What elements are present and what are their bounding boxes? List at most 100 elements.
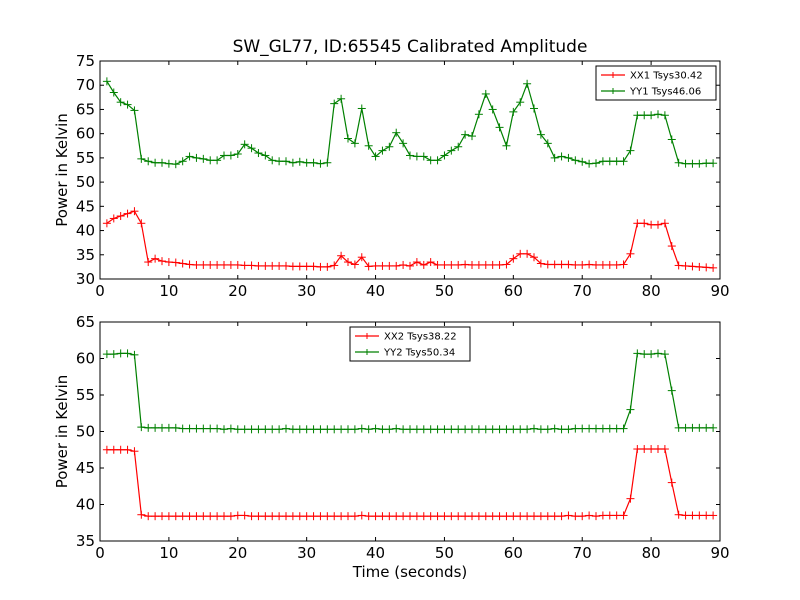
y-tick-label: 65 xyxy=(76,100,95,118)
x-axis-label: Time (seconds) xyxy=(352,563,468,581)
data-point-marker xyxy=(571,424,580,433)
legend-frame xyxy=(595,65,717,101)
data-point-marker xyxy=(102,445,111,454)
data-point-marker xyxy=(199,424,208,433)
data-point-marker xyxy=(130,207,139,216)
data-point-marker xyxy=(399,425,408,434)
y-tick-label: 65 xyxy=(76,313,95,331)
data-point-marker xyxy=(220,425,228,434)
data-point-marker xyxy=(550,512,559,521)
data-point-marker xyxy=(516,512,525,521)
data-point-marker xyxy=(633,111,642,120)
x-tick-label: 60 xyxy=(504,544,523,562)
data-point-marker xyxy=(151,512,160,521)
data-point-marker xyxy=(619,424,628,433)
data-point-marker xyxy=(461,260,470,269)
data-point-marker xyxy=(302,262,311,271)
data-point-marker xyxy=(626,146,635,155)
data-point-marker xyxy=(502,512,511,521)
legend-frame xyxy=(349,326,471,362)
data-point-marker xyxy=(268,156,277,165)
data-point-marker xyxy=(385,512,394,521)
data-point-marker xyxy=(364,425,373,434)
data-point-marker xyxy=(337,512,346,521)
data-point-marker xyxy=(536,130,545,139)
data-point-marker xyxy=(364,262,373,271)
data-point-marker xyxy=(295,262,304,271)
y-tick-label: 40 xyxy=(76,222,95,240)
data-point-marker xyxy=(240,261,249,270)
data-point-marker xyxy=(440,260,449,269)
data-point-marker xyxy=(674,158,683,167)
data-point-marker xyxy=(233,511,242,520)
data-point-marker xyxy=(598,424,607,433)
series-2 xyxy=(102,349,718,434)
data-point-marker xyxy=(399,139,408,148)
data-point-marker xyxy=(495,123,504,132)
data-point-marker xyxy=(481,260,490,269)
legend-item: XX1 Tsys30.42 xyxy=(601,71,703,82)
data-point-marker xyxy=(144,423,153,432)
data-point-marker xyxy=(557,152,566,161)
legend-label: XX1 Tsys30.42 xyxy=(630,71,703,82)
y-tick-label: 45 xyxy=(76,197,95,215)
data-point-marker xyxy=(585,260,594,269)
data-point-marker xyxy=(102,219,111,228)
data-point-marker xyxy=(440,151,449,160)
data-point-marker xyxy=(171,160,180,169)
data-point-marker xyxy=(509,425,518,434)
data-point-marker xyxy=(550,424,559,433)
data-point-marker xyxy=(226,260,235,269)
data-point-marker xyxy=(247,144,256,153)
data-point-marker xyxy=(605,424,614,433)
data-point-marker xyxy=(667,478,676,487)
data-point-marker xyxy=(667,135,676,144)
data-point-marker xyxy=(275,512,284,521)
data-point-marker xyxy=(695,159,704,168)
data-point-marker xyxy=(261,512,270,521)
data-point-marker xyxy=(709,263,718,272)
data-point-marker xyxy=(674,261,683,270)
data-point-marker xyxy=(557,512,566,521)
data-point-marker xyxy=(282,261,290,270)
data-point-marker xyxy=(344,512,352,521)
data-point-marker xyxy=(578,157,587,166)
data-point-marker xyxy=(213,260,222,269)
data-point-marker xyxy=(426,512,435,521)
data-point-marker xyxy=(454,260,463,269)
data-point-marker xyxy=(495,512,504,521)
data-point-marker xyxy=(640,219,649,228)
data-point-marker xyxy=(385,261,394,270)
data-point-marker xyxy=(247,261,256,270)
data-point-marker xyxy=(585,424,594,433)
data-point-marker xyxy=(474,110,483,119)
data-point-marker xyxy=(530,512,538,521)
data-point-marker xyxy=(419,512,428,521)
data-point-marker xyxy=(350,425,359,434)
data-point-marker xyxy=(288,425,297,434)
data-point-marker xyxy=(357,104,366,113)
data-point-marker xyxy=(474,425,483,434)
data-point-marker xyxy=(702,159,711,168)
x-tick-label: 40 xyxy=(366,544,385,562)
data-point-marker xyxy=(357,253,366,262)
data-point-marker xyxy=(516,425,525,434)
data-point-marker xyxy=(633,349,642,358)
data-point-marker xyxy=(144,512,153,521)
data-point-marker xyxy=(592,159,600,168)
data-point-marker xyxy=(598,260,607,269)
data-point-marker xyxy=(116,445,125,454)
data-point-marker xyxy=(268,425,277,434)
data-point-marker xyxy=(158,512,166,521)
data-point-marker xyxy=(330,512,339,521)
data-point-marker xyxy=(392,261,401,270)
data-point-marker xyxy=(378,512,387,521)
data-point-marker xyxy=(261,425,270,434)
data-point-marker xyxy=(440,512,449,521)
data-point-marker xyxy=(164,159,173,168)
data-point-marker xyxy=(282,512,290,521)
data-point-marker xyxy=(137,154,146,163)
data-point-marker xyxy=(660,219,669,228)
data-point-marker xyxy=(323,512,332,521)
data-point-marker xyxy=(206,260,215,269)
